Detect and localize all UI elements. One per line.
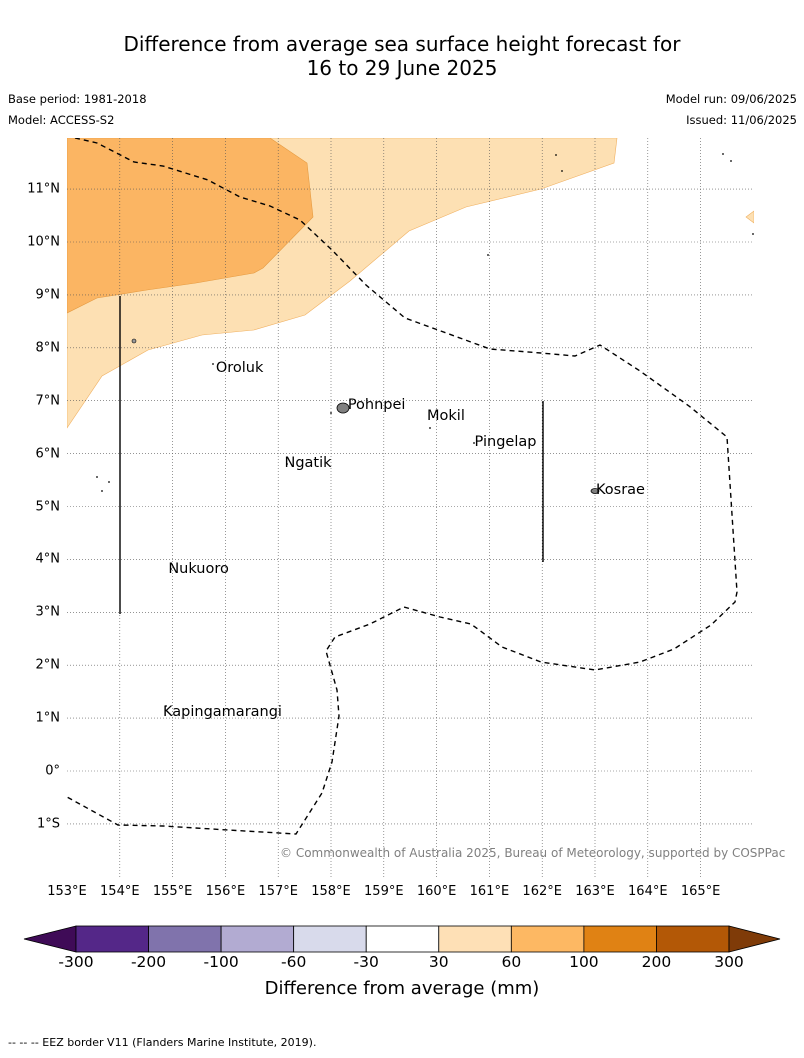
mokil-dot	[429, 427, 431, 429]
colorbar-tick-label: 60	[501, 953, 522, 971]
pingelap-dot	[473, 442, 475, 444]
latitude-label: 4°N	[35, 551, 61, 567]
colorbar-tick-label: 100	[569, 953, 599, 971]
place-label-kosrae: Kosrae	[596, 481, 645, 498]
place-label-kapingamarangi: Kapingamarangi	[163, 703, 282, 720]
latitude-label: 0°	[45, 763, 60, 779]
colorbar-segment	[220, 925, 295, 953]
model-run: Model run: 09/06/2025	[665, 92, 797, 106]
islet-dot	[96, 476, 98, 478]
latitude-label: 10°N	[27, 234, 60, 250]
latitude-label: 3°N	[35, 604, 61, 620]
longitude-label: 162°E	[522, 884, 562, 899]
title-line-2: 16 to 29 June 2025	[306, 56, 498, 80]
issued-date: Issued: 11/06/2025	[686, 113, 797, 127]
colorbar-segment	[438, 925, 512, 953]
longitude-label: 156°E	[205, 884, 246, 899]
latitude-label: 11°N	[27, 181, 60, 197]
map-area	[67, 138, 754, 878]
islet-dot	[487, 254, 489, 256]
longitude-label: 157°E	[258, 884, 298, 899]
islet-dot	[555, 154, 557, 156]
colorbar-tick-label: -30	[353, 953, 379, 971]
islet-dot	[101, 490, 103, 492]
colorbar-label: Difference from average (mm)	[264, 978, 540, 999]
anomaly-patch-east	[745, 210, 754, 224]
copyright-notice: © Commonwealth of Australia 2025, Bureau…	[280, 846, 786, 860]
base-period: Base period: 1981-2018	[8, 92, 147, 106]
kapingamarangi-dot	[165, 705, 167, 707]
place-label-pohnpei: Pohnpei	[347, 396, 406, 413]
model-name: Model: ACCESS-S2	[8, 113, 115, 127]
latitude-label: 7°N	[35, 393, 61, 409]
colorbar-tick-label: 200	[641, 953, 672, 971]
longitude-label: 160°E	[416, 884, 457, 899]
latitude-label: 1°N	[35, 710, 61, 726]
longitude-label: 163°E	[575, 884, 615, 899]
colorbar-segment	[510, 925, 585, 953]
colorbar-segment	[293, 925, 367, 953]
chart-title: Difference from average sea surface heig…	[0, 32, 804, 80]
longitude-label: 164°E	[628, 884, 668, 899]
place-label-mokil: Mokil	[427, 407, 465, 424]
place-label-ngatik: Ngatik	[284, 455, 332, 472]
longitude-label: 153°E	[47, 884, 87, 899]
place-label-nukuoro: Nukuoro	[168, 560, 229, 577]
colorbar-extend-high	[728, 925, 781, 953]
latitude-label: 2°N	[35, 657, 61, 673]
longitude-label: 158°E	[311, 884, 351, 899]
islet-dot	[722, 153, 724, 155]
latitude-label: 1°S	[36, 816, 60, 832]
eez-source-note: -- -- -- EEZ border V11 (Flanders Marine…	[8, 1036, 317, 1049]
colorbar-tick-label: -60	[280, 953, 307, 971]
title-line-1: Difference from average sea surface heig…	[123, 32, 681, 56]
place-label-pingelap: Pingelap	[474, 434, 537, 451]
colorbar-tick-label: -300	[58, 953, 94, 971]
colorbar-tick-label: -200	[130, 953, 167, 971]
colorbar-segment	[656, 925, 730, 953]
ngatik-dot	[286, 463, 288, 465]
pohnpei-island	[336, 402, 350, 414]
oroluk-dot	[212, 363, 214, 365]
longitude-label: 161°E	[469, 884, 510, 899]
islet-dot	[561, 170, 563, 172]
longitude-label: 154°E	[100, 884, 140, 899]
place-label-oroluk: Oroluk	[215, 359, 264, 376]
latitude-label: 8°N	[35, 340, 61, 356]
colorbar-tick-label: 30	[428, 953, 449, 971]
colorbar-segment	[583, 925, 657, 953]
colorbar-segment	[148, 925, 222, 953]
latitude-label: 9°N	[35, 287, 61, 303]
islet-dot	[108, 481, 110, 483]
colorbar-tick-label: -100	[203, 953, 239, 971]
island-dot	[131, 338, 137, 344]
islet-dot	[330, 412, 332, 414]
longitude-label: 159°E	[364, 884, 404, 899]
longitude-label: 165°E	[680, 884, 721, 899]
latitude-label: 6°N	[35, 446, 61, 462]
islet-dot	[730, 160, 732, 162]
colorbar-tick-label: 300	[714, 953, 744, 971]
colorbar-segment	[365, 925, 440, 953]
nukuoro-dot	[170, 568, 172, 570]
islet-dot	[752, 233, 754, 235]
colorbar	[23, 925, 781, 953]
longitude-label: 155°E	[152, 884, 193, 899]
anomaly-region-60-100	[67, 138, 314, 314]
colorbar-extend-low	[23, 925, 77, 953]
latitude-label: 5°N	[35, 499, 61, 514]
eez-border-north	[67, 138, 738, 835]
kosrae-island	[590, 488, 600, 494]
colorbar-segment	[75, 925, 149, 953]
